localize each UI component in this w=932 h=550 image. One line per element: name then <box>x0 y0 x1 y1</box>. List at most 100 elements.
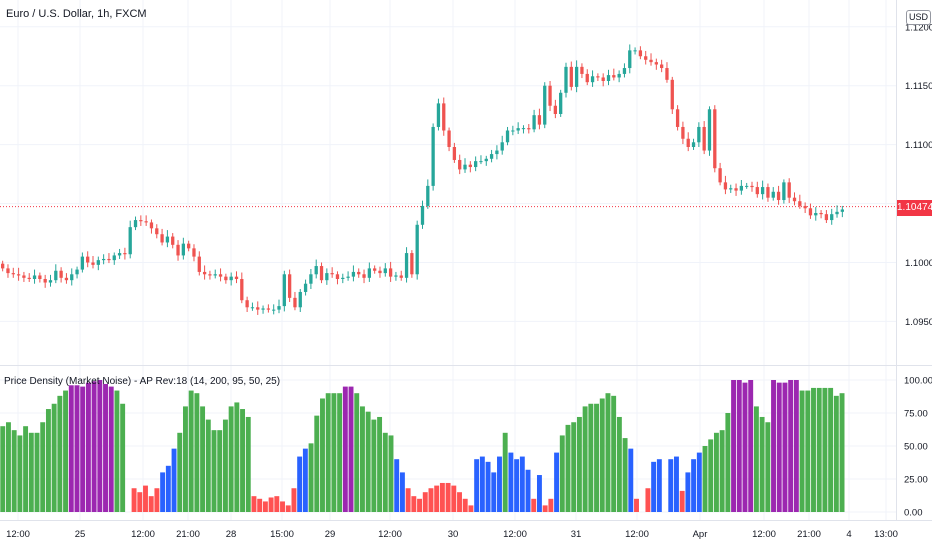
density-bar <box>508 453 513 512</box>
density-bar <box>600 398 605 512</box>
time-tick-label: 12:00 <box>625 529 649 540</box>
candle-body <box>198 257 201 272</box>
candle-body <box>171 237 174 245</box>
candle-body <box>33 275 36 279</box>
candle-body <box>681 127 684 139</box>
density-bar <box>446 483 451 512</box>
candle-body <box>548 86 551 106</box>
density-bar <box>206 420 211 512</box>
density-bar <box>491 472 496 512</box>
density-bar <box>611 396 616 512</box>
candle-body <box>245 300 248 307</box>
density-bar <box>331 393 336 512</box>
density-bar <box>97 380 102 512</box>
time-tick-label: 25 <box>75 529 86 540</box>
density-bar <box>720 430 725 512</box>
candle-body <box>416 225 419 274</box>
density-bar <box>440 483 445 512</box>
candle-body <box>341 278 344 279</box>
time-axis[interactable]: 12:00 25 12:00 21:00 28 15:00 29 12:00 30 12:00 31… <box>6 529 898 540</box>
candles-group <box>1 44 844 314</box>
indicator-axis[interactable]: 100.00 75.00 50.00 25.00 0.00 <box>904 376 932 519</box>
candle-body <box>772 192 775 198</box>
density-bar <box>337 393 342 512</box>
price-tick-label: 1.09500 <box>905 317 932 328</box>
candle-body <box>788 182 791 197</box>
candle-body <box>97 260 100 265</box>
density-bar <box>537 475 542 512</box>
candle-body <box>160 234 163 242</box>
density-bar <box>531 499 536 512</box>
density-bar <box>274 496 279 512</box>
candle-body <box>623 68 626 74</box>
density-bar <box>383 433 388 512</box>
density-bar <box>40 422 45 512</box>
indicator-tick-label: 100.00 <box>904 376 932 387</box>
candle-body <box>644 56 647 60</box>
candle-body <box>28 278 31 279</box>
density-bar <box>765 422 770 512</box>
candle-body <box>373 268 376 270</box>
candle-body <box>639 50 642 56</box>
density-bar <box>423 492 428 512</box>
candle-body <box>192 248 195 256</box>
density-bar <box>794 380 799 512</box>
candle-body <box>309 274 312 283</box>
currency-badge[interactable]: USD <box>906 10 931 25</box>
density-bar <box>194 393 199 512</box>
indicator-title[interactable]: Price Density (Market Noise) - AP Rev:18… <box>4 376 280 387</box>
density-bar <box>234 402 239 512</box>
density-bar <box>834 396 839 512</box>
density-bar <box>132 488 137 512</box>
candle-body <box>235 277 238 279</box>
symbol-title[interactable]: Euro / U.S. Dollar, 1h, FXCM <box>6 8 147 20</box>
candle-body <box>649 60 652 62</box>
density-bar <box>674 457 679 512</box>
density-bar <box>623 438 628 512</box>
density-bar <box>748 380 753 512</box>
density-bar <box>811 388 816 512</box>
candle-body <box>44 279 47 283</box>
density-bar <box>840 393 845 512</box>
density-bar <box>46 409 51 512</box>
candle-body <box>123 253 126 254</box>
candle-body <box>703 127 706 151</box>
density-bar <box>166 466 171 512</box>
candle-body <box>511 131 514 132</box>
time-tick-label: 15:00 <box>270 529 294 540</box>
candle-body <box>756 187 759 194</box>
density-bar <box>172 449 177 512</box>
density-bar <box>514 459 519 512</box>
time-tick-label: Apr <box>693 529 708 540</box>
density-bar <box>474 459 479 512</box>
candle-body <box>107 259 110 260</box>
density-bar <box>805 391 810 512</box>
candle-body <box>12 273 15 274</box>
density-bar <box>788 380 793 512</box>
density-bar <box>80 387 85 512</box>
candle-body <box>575 67 578 87</box>
candle-body <box>17 274 20 275</box>
candle-body <box>182 244 185 256</box>
candle-body <box>665 68 668 80</box>
density-bar <box>297 457 302 512</box>
candle-body <box>277 306 280 310</box>
candle-body <box>203 272 206 274</box>
candle-body <box>734 188 737 190</box>
density-bar <box>657 459 662 512</box>
candle-body <box>155 228 158 234</box>
candle-body <box>655 62 658 64</box>
candle-body <box>463 165 466 170</box>
density-bar <box>463 499 468 512</box>
density-bar <box>685 472 690 512</box>
density-bar <box>223 420 228 512</box>
density-bar <box>354 393 359 512</box>
density-bar <box>714 433 719 512</box>
density-bar <box>822 388 827 512</box>
candle-body <box>798 201 801 206</box>
candle-body <box>336 274 339 279</box>
price-axis[interactable]: 1.095001.100001.105001.110001.115001.120… <box>905 22 932 328</box>
density-bar <box>651 462 656 512</box>
candle-body <box>602 77 605 81</box>
